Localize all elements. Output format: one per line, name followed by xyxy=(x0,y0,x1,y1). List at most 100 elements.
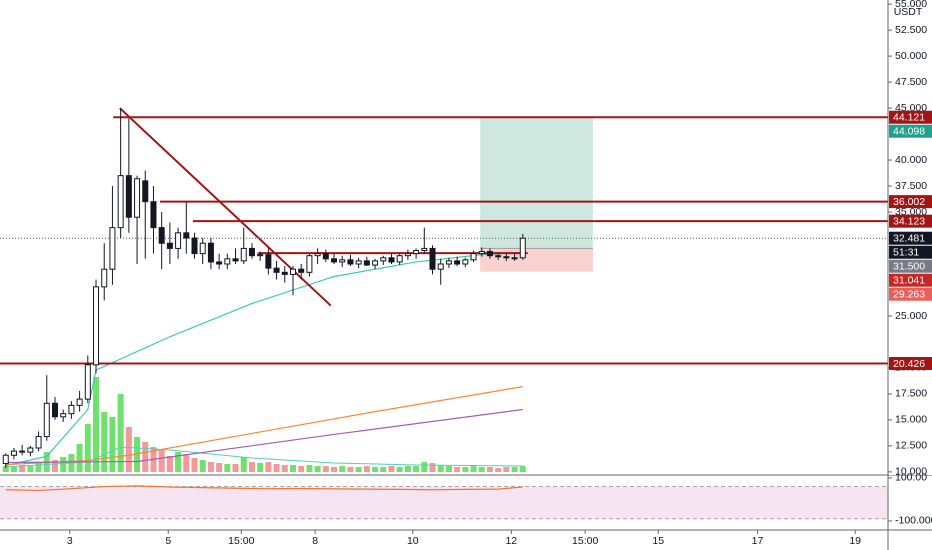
candle-body xyxy=(347,259,354,265)
price-badge-label: 44.098 xyxy=(893,126,925,138)
volume-bar xyxy=(380,467,387,472)
volume-bar xyxy=(347,467,354,472)
volume-bar xyxy=(125,427,132,472)
volume-bar xyxy=(183,454,190,472)
volume-bar xyxy=(216,463,223,472)
y-tick-label: 100.00 xyxy=(895,472,927,484)
candle-body xyxy=(495,255,502,258)
candle-body xyxy=(454,260,461,265)
candle-body xyxy=(388,257,395,263)
volume-bar xyxy=(199,460,206,472)
y-tick-label: 15.000 xyxy=(895,414,927,426)
volume-bar xyxy=(35,463,42,472)
y-tick-label: 52.500 xyxy=(895,24,927,36)
candle-body xyxy=(216,261,223,265)
price-badge xyxy=(889,214,932,228)
oscillator-line xyxy=(5,485,523,492)
x-tick-label: 8 xyxy=(312,535,318,547)
candle-body xyxy=(273,267,280,273)
volume-bar xyxy=(76,444,83,472)
candle-body xyxy=(158,227,165,244)
volume-bar xyxy=(281,465,288,472)
candle-body xyxy=(281,271,288,275)
candle-body xyxy=(183,232,190,239)
candle-body xyxy=(437,263,444,270)
candle-body xyxy=(166,242,173,249)
volume-bar xyxy=(289,465,296,472)
volume-bar xyxy=(429,463,436,472)
candle-body xyxy=(257,254,264,257)
price-badge-label: 32.481 xyxy=(893,232,925,244)
candle-body xyxy=(240,247,247,262)
candle-body xyxy=(322,253,329,260)
candle-body xyxy=(51,402,58,418)
volume-bar xyxy=(478,467,485,472)
price-badge-label: 36.002 xyxy=(893,196,925,208)
candle-body xyxy=(306,255,313,273)
volume-bar xyxy=(117,394,124,472)
candle-body xyxy=(101,268,108,288)
volume-bar xyxy=(265,462,272,472)
candle-body xyxy=(199,242,206,255)
volume-bar xyxy=(331,467,338,472)
y-tick-label: -100.000 xyxy=(895,515,932,527)
volume-bar xyxy=(306,465,313,472)
candle-body xyxy=(60,413,67,418)
x-tick-label: 19 xyxy=(849,535,861,547)
candle-body xyxy=(314,253,321,257)
volume-bar xyxy=(486,467,493,472)
candle-body xyxy=(372,260,379,266)
candle-body xyxy=(134,178,141,218)
volume-bar xyxy=(19,465,26,472)
volume-bar xyxy=(166,456,173,472)
volume-bar xyxy=(273,464,280,472)
candle-body xyxy=(519,237,526,259)
x-tick-label: 15:00 xyxy=(572,535,598,547)
volume-bar xyxy=(248,462,255,472)
candle-body xyxy=(76,398,83,406)
y-tick-label: 50.000 xyxy=(895,50,927,62)
candle-body xyxy=(224,258,231,265)
price-badge xyxy=(889,124,932,138)
candle-body xyxy=(10,450,17,456)
moving-average-line xyxy=(5,386,523,466)
price-badge xyxy=(889,259,932,273)
volume-bar xyxy=(298,466,305,472)
candle-body xyxy=(380,257,387,262)
volume-bar xyxy=(93,377,100,472)
x-tick-label: 12 xyxy=(505,535,517,547)
candle-body xyxy=(355,260,362,265)
volume-bar xyxy=(134,437,141,472)
volume-bar xyxy=(257,463,264,472)
volume-bar xyxy=(10,467,17,472)
price-badge-label: 31.041 xyxy=(893,274,925,286)
price-badge xyxy=(889,245,932,259)
candle-body xyxy=(289,268,296,275)
candle-body xyxy=(43,402,50,438)
volume-bar xyxy=(511,467,518,472)
candle-body xyxy=(2,454,9,465)
price-badge xyxy=(889,110,932,124)
candle-body xyxy=(35,436,42,449)
volume-bar xyxy=(207,462,214,472)
candle-body xyxy=(232,258,239,262)
x-tick-label: 17 xyxy=(752,535,764,547)
y-tick-label: 17.500 xyxy=(895,388,927,400)
volume-bar xyxy=(388,466,395,472)
x-tick-label: 3 xyxy=(67,535,73,547)
candle-body xyxy=(93,286,100,366)
candle-body xyxy=(298,268,305,273)
candle-body xyxy=(470,253,477,261)
candle-body xyxy=(511,257,518,260)
volume-bar xyxy=(421,462,428,472)
y-tick-label: 37.500 xyxy=(895,180,927,192)
volume-bar xyxy=(109,417,116,472)
volume-ma-line xyxy=(5,446,523,468)
position-stop-zone xyxy=(480,248,593,272)
y-tick-label: 25.000 xyxy=(895,310,927,322)
volume-bar xyxy=(372,467,379,472)
candle-body xyxy=(27,447,34,453)
candle-body xyxy=(191,237,198,255)
candle-body xyxy=(486,251,493,257)
